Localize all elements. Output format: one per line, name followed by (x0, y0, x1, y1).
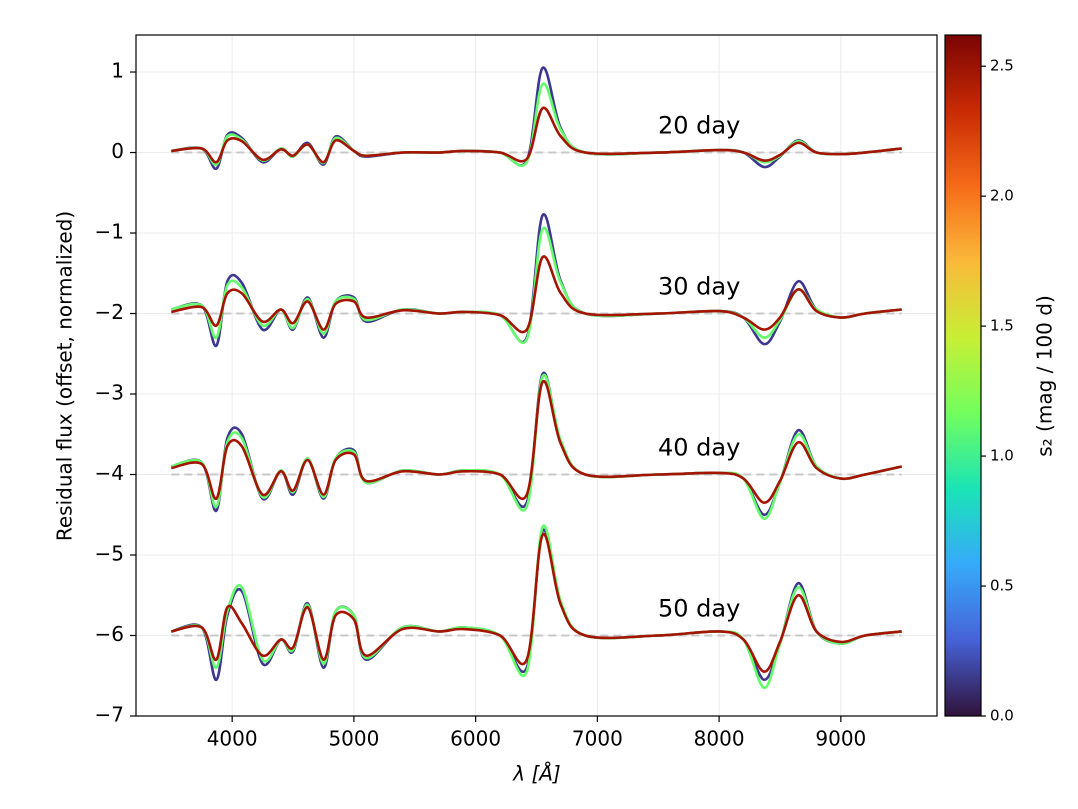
y-tick-label: −6 (95, 622, 124, 646)
colorbar-tick-label: 0.5 (990, 577, 1014, 595)
plot-frame (135, 34, 938, 717)
y-tick-label: −3 (95, 381, 124, 405)
epoch-label: 20 day (658, 112, 740, 140)
colorbar-gradient (944, 34, 982, 717)
colorbar-tick-label: 2.0 (990, 187, 1014, 205)
spectrum-line (170, 373, 902, 521)
y-tick-label: 0 (111, 139, 124, 163)
x-tick-label: 5000 (328, 727, 379, 751)
y-tick-label: −4 (95, 461, 124, 485)
y-tick-label: 1 (111, 59, 124, 83)
colorbar-tick-label: 1.0 (990, 447, 1014, 465)
y-tick-label: −1 (95, 220, 124, 244)
x-tick-label: 6000 (450, 727, 501, 751)
spectrum-line (171, 532, 902, 674)
x-tick-label: 9000 (815, 727, 866, 751)
y-axis-label: Residual flux (offset, normalized) (53, 211, 77, 541)
colorbar-tick-label: 2.5 (990, 57, 1014, 75)
spectrum-line (171, 379, 902, 504)
epoch-label: 30 day (658, 273, 740, 301)
epoch-label: 40 day (658, 434, 740, 462)
x-tick-label: 4000 (207, 727, 258, 751)
x-tick-label: 7000 (572, 727, 623, 751)
colorbar: 0.0 0.5 1.0 1.5 2.0 2.5 (944, 34, 1014, 725)
y-tick-label: −7 (95, 703, 124, 727)
colorbar-tick-label: 0.0 (990, 707, 1014, 725)
x-tick-label: 8000 (694, 727, 745, 751)
y-tick-label: −2 (95, 300, 124, 324)
colorbar-tick-label: 1.5 (990, 317, 1014, 335)
spectrum-line (171, 106, 902, 164)
spectrum-line (171, 255, 902, 334)
y-tick-label: −5 (95, 542, 124, 566)
x-axis-label: λ [Å] (512, 762, 560, 786)
epoch-label: 50 day (658, 595, 740, 623)
colorbar-label: s₂ (mag / 100 d) (1033, 295, 1057, 457)
